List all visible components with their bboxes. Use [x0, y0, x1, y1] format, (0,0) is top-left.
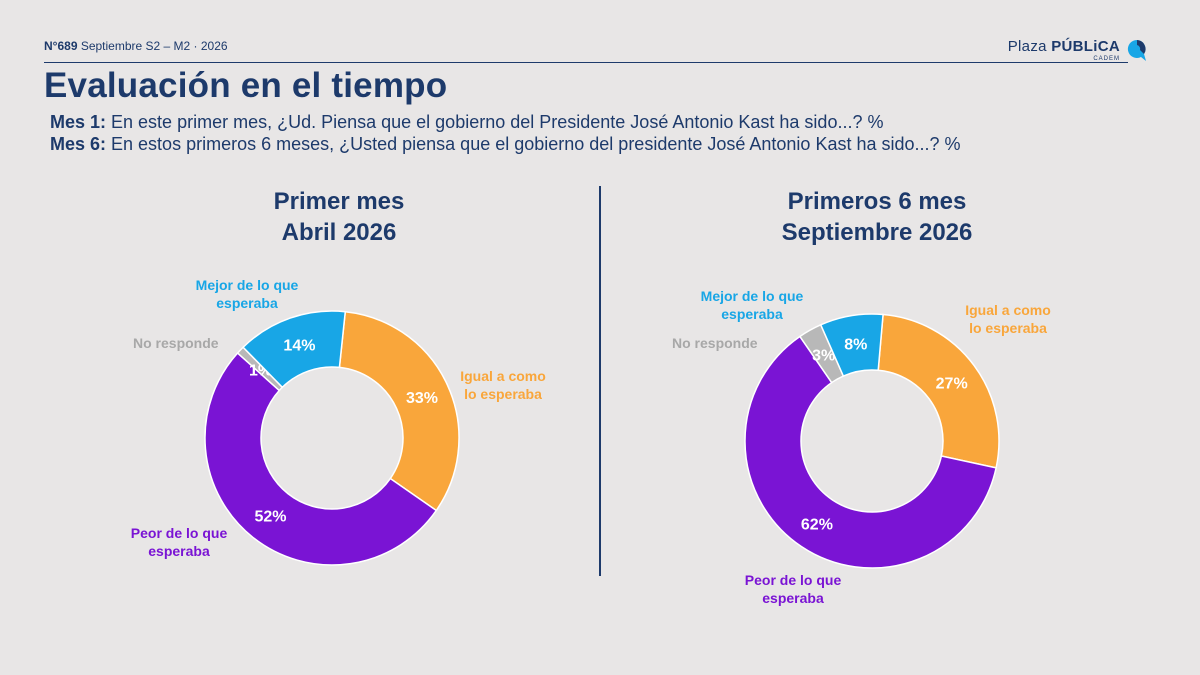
chart-2-slice-igual	[877, 313, 1000, 469]
chart-2-title: Primeros 6 mes Septiembre 2026	[727, 186, 1027, 248]
chart-1-title-line-1: Primer mes	[273, 188, 405, 215]
chart-2-title-line-1: Primeros 6 mes	[787, 188, 967, 215]
chart-1-value-peor: 52%	[254, 509, 286, 526]
chart-2-label-igual: Igual a como lo esperaba	[953, 301, 1063, 337]
question-mes-1: Mes 1: En este primer mes, ¿Ud. Piensa q…	[50, 112, 883, 133]
chart-2-label-mejor-line-2: esperaba	[721, 306, 783, 322]
chart-1-label-peor: Peor de lo que esperaba	[122, 524, 236, 560]
chart-2-label-peor: Peor de lo que esperaba	[736, 571, 850, 607]
chart-2-slice-peor	[744, 335, 998, 569]
page-title: Evaluación en el tiempo	[44, 66, 448, 105]
chart-2-label-igual-line-2: lo esperaba	[969, 320, 1047, 336]
chart-1-slice-peor	[204, 351, 438, 566]
chart-1-title-line-2: Abril 2026	[281, 219, 397, 246]
chart-2-value-no-responde: 3%	[812, 348, 835, 365]
chart-1-label-mejor-line-2: esperaba	[216, 295, 278, 311]
chart-1-value-igual: 33%	[406, 390, 438, 407]
chart-1-label-peor-line-2: esperaba	[148, 543, 210, 559]
logo-plaza: Plaza	[1007, 37, 1052, 55]
header-rule	[44, 62, 1128, 63]
chart-2-label-peor-line-1: Peor de lo que	[744, 572, 842, 588]
chart-2-slice-mejor	[819, 313, 884, 378]
chart-1-slice-mejor	[242, 310, 347, 389]
chart-1-label-igual-line-2: lo esperaba	[464, 386, 542, 402]
question-mes-6: Mes 6: En estos primeros 6 meses, ¿Usted…	[50, 134, 961, 155]
chart-2-label-mejor-line-1: Mejor de lo que	[700, 288, 804, 304]
issue-number: N°689	[44, 39, 78, 53]
speech-bubble-icon	[1127, 39, 1146, 61]
chart-2-value-mejor: 8%	[844, 336, 867, 353]
chart-1-label-igual-line-1: Igual a como	[460, 368, 546, 384]
panel-divider	[599, 186, 601, 576]
chart-2-label-mejor: Mejor de lo que esperaba	[692, 287, 812, 323]
chart-2-title-line-2: Septiembre 2026	[781, 219, 973, 246]
chart-2-label-no-responde: No responde	[672, 334, 758, 352]
chart-2-label-peor-line-2: esperaba	[762, 590, 824, 606]
chart-1-label-peor-line-1: Peor de lo que	[130, 525, 228, 541]
issue-info: N°689 Septiembre S2 – M2 · 2026	[44, 39, 228, 53]
chart-1-title: Primer mes Abril 2026	[189, 186, 489, 248]
chart-2-value-igual: 27%	[936, 375, 968, 392]
question-1-label: Mes 1:	[50, 112, 107, 132]
issue-date: Septiembre S2 – M2 · 2026	[77, 39, 228, 53]
logo-cadem: CADEM	[1093, 55, 1120, 62]
chart-2-label-igual-line-1: Igual a como	[965, 302, 1051, 318]
chart-1-label-no-responde-line-1: No responde	[133, 335, 219, 351]
chart-2-label-no-responde-line-1: No responde	[672, 335, 758, 351]
question-2-text: En estos primeros 6 meses, ¿Usted piensa…	[106, 134, 961, 154]
question-2-label: Mes 6:	[50, 134, 107, 154]
chart-2-value-peor: 62%	[801, 516, 833, 533]
chart-1-label-mejor-line-1: Mejor de lo que	[195, 277, 299, 293]
chart-1-label-igual: Igual a como lo esperaba	[453, 367, 553, 403]
chart-1-label-mejor: Mejor de lo que esperaba	[187, 276, 307, 312]
chart-1-value-mejor: 14%	[283, 338, 315, 355]
question-1-text: En este primer mes, ¿Ud. Piensa que el g…	[106, 112, 884, 132]
chart-1-label-no-responde: No responde	[133, 334, 219, 352]
plaza-publica-logo: Plaza PÚBLiCA CADEM	[1008, 38, 1148, 62]
logo-publica: PÚBLiCA	[1051, 37, 1120, 55]
chart-1-slice-igual	[338, 310, 460, 512]
